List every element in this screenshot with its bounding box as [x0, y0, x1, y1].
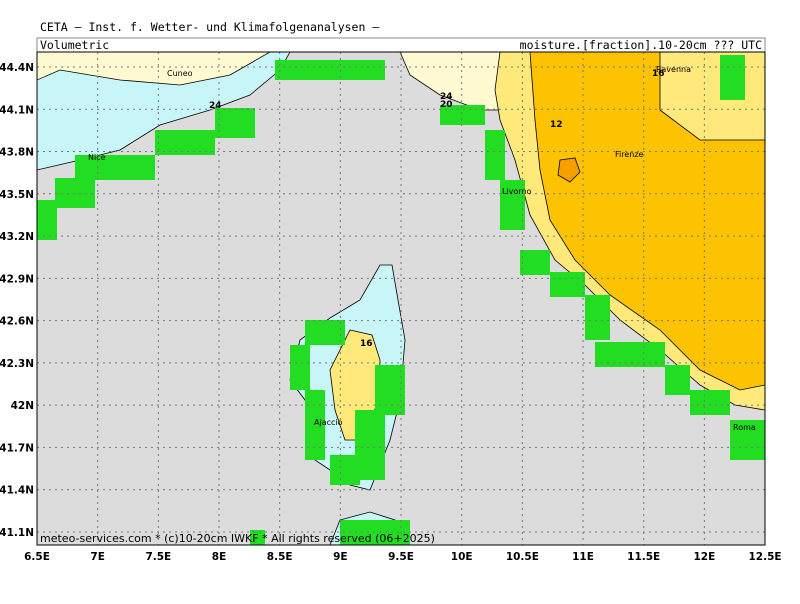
lon-label: 11.5E	[627, 551, 660, 563]
lon-label: 12E	[693, 551, 715, 563]
lat-label: 44.1N	[0, 104, 34, 116]
mask	[375, 365, 405, 415]
map-area	[37, 52, 765, 545]
lon-label: 8.5E	[267, 551, 293, 563]
lat-label: 41.1N	[0, 527, 34, 539]
lon-label: 7.5E	[145, 551, 171, 563]
zone-orange	[529, 52, 765, 391]
mask	[305, 390, 325, 460]
city-label: Cuneo	[167, 69, 193, 78]
left-label: Volumetric	[40, 38, 109, 52]
lat-label: 41.4N	[0, 485, 34, 497]
city-label: Ajaccio	[314, 418, 343, 427]
mask	[215, 108, 255, 138]
mask	[720, 55, 745, 100]
header-title: CETA — Inst. f. Wetter- und Klimafolgena…	[40, 20, 379, 34]
lon-label: 6.5E	[24, 551, 50, 563]
lon-label: 10E	[451, 551, 473, 563]
contour-label: 24	[209, 101, 222, 111]
mask	[665, 365, 690, 395]
mask	[690, 390, 730, 415]
mask	[550, 272, 585, 297]
mask	[75, 155, 155, 180]
lat-label: 42.6N	[0, 316, 34, 328]
lon-label: 10.5E	[506, 551, 539, 563]
city-label: Roma	[733, 423, 756, 432]
mask	[340, 520, 410, 545]
lon-label: 11E	[572, 551, 594, 563]
lon-label: 9.5E	[388, 551, 414, 563]
city-label: Livorno	[502, 187, 532, 196]
mask	[250, 530, 265, 545]
mask	[520, 250, 550, 275]
lon-label: 9E	[333, 551, 347, 563]
mask	[305, 320, 345, 345]
mask	[55, 178, 95, 208]
axes: 44.4N 44.1N 43.8N 43.5N 43.2N 42.9N 42.6N 42.3N…	[0, 62, 782, 563]
contour-label: 16	[652, 69, 665, 79]
mask	[275, 60, 385, 80]
right-label: moisture.[fraction].10-20cm ??? UTC	[520, 38, 762, 52]
mask	[37, 200, 57, 240]
lat-label: 42.3N	[0, 358, 34, 370]
land-mask	[37, 55, 765, 545]
lon-label: 8E	[212, 551, 226, 563]
mask	[290, 345, 310, 390]
mask	[595, 342, 665, 367]
lat-label: 43.8N	[0, 147, 34, 159]
zone-lightyellow	[37, 52, 271, 86]
city-label: Ravenna	[656, 65, 691, 74]
lat-label: 44.4N	[0, 62, 34, 74]
mask	[155, 130, 215, 155]
contour-label: 20	[440, 100, 453, 110]
lon-label: 7E	[90, 551, 104, 563]
lat-label: 42.9N	[0, 273, 34, 285]
city-label: Firenze	[615, 150, 644, 159]
mask	[585, 295, 610, 340]
mask	[485, 130, 505, 180]
contour-label: 16	[360, 339, 373, 349]
contour-label: 24	[440, 92, 453, 102]
cities: Cuneo Nice Livorno Firenze Ravenna Ajaccio Rom…	[88, 65, 756, 432]
footer: meteo-services.com * (c)10-20cm IWKF * A…	[40, 532, 435, 545]
mask	[440, 105, 485, 125]
contour-label: 12	[550, 120, 563, 130]
mask	[730, 420, 765, 460]
mask	[330, 455, 360, 485]
zone-darkorange	[557, 157, 581, 183]
map-frame	[36, 51, 766, 546]
grid	[37, 52, 765, 545]
mask	[500, 180, 525, 230]
city-label: Nice	[88, 153, 106, 162]
lat-label: 43.2N	[0, 231, 34, 243]
lon-label: 12.5E	[748, 551, 781, 563]
lat-label: 42N	[11, 400, 34, 412]
lat-label: 43.5N	[0, 189, 34, 201]
lat-label: 41.7N	[0, 442, 34, 454]
